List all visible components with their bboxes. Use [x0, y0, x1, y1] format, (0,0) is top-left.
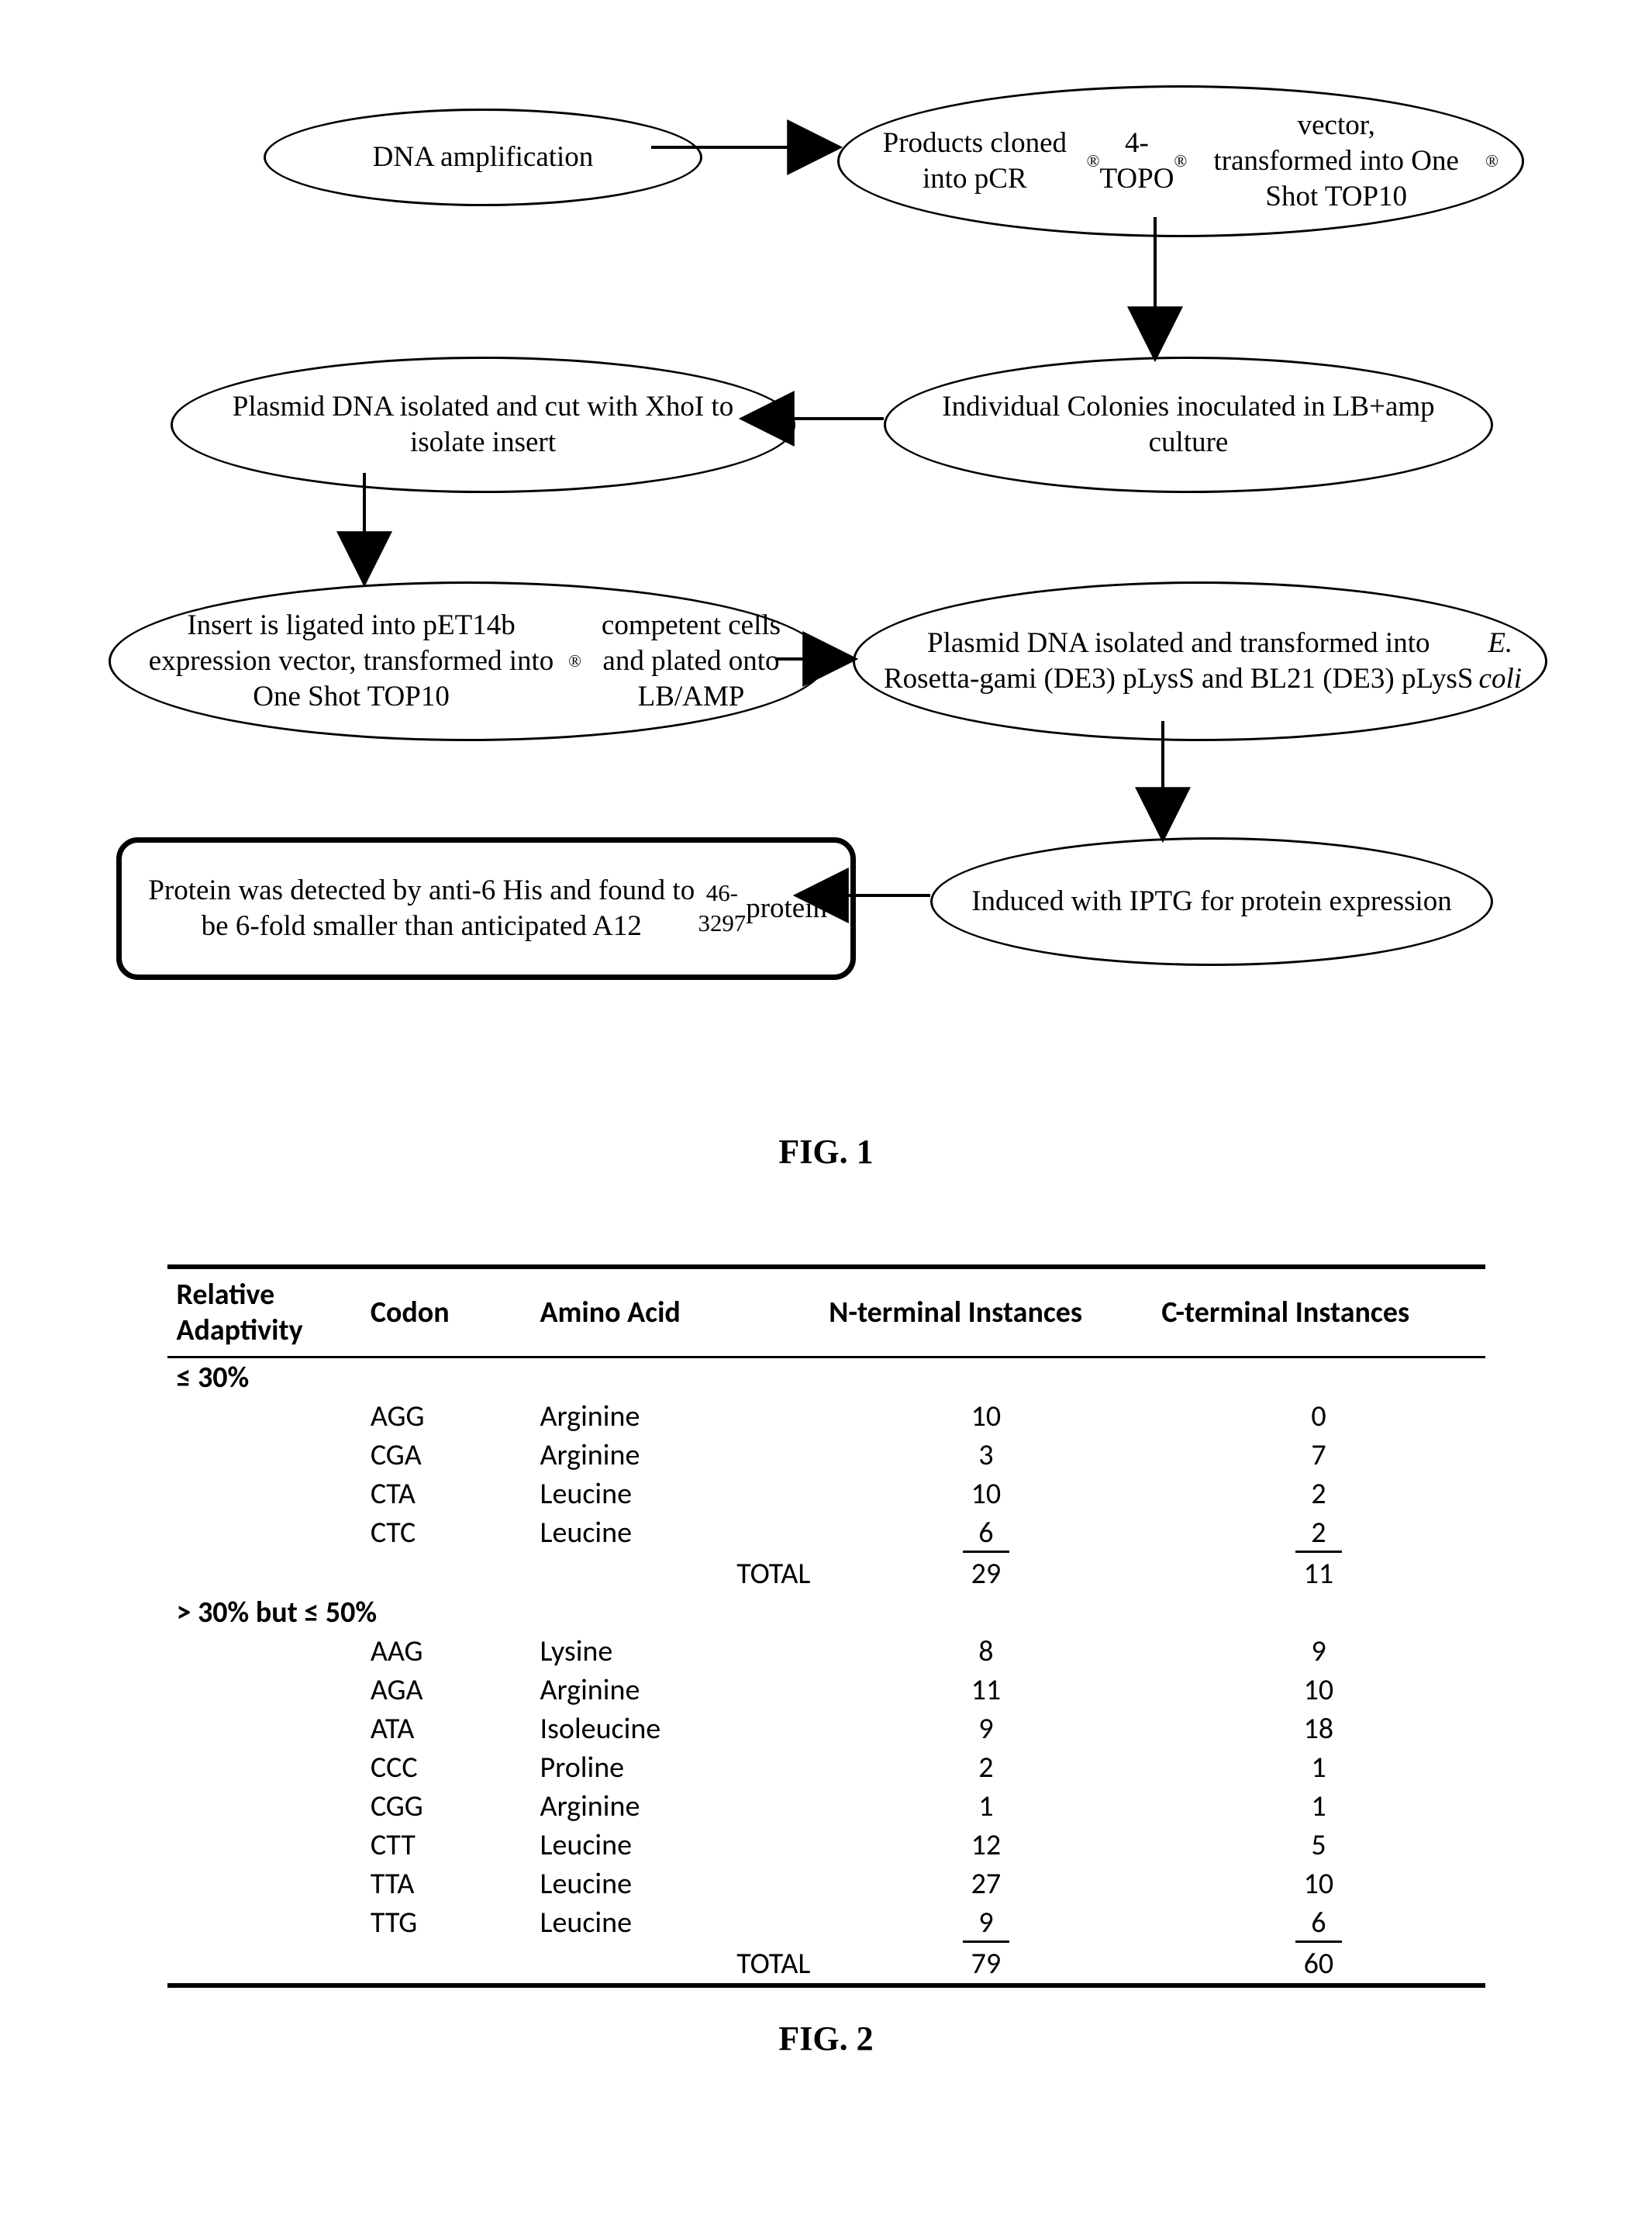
total-row: TOTAL7960 [167, 1944, 1485, 1985]
flow-node-n1: DNA amplification [264, 109, 702, 206]
table-row: TTALeucine2710 [167, 1865, 1485, 1903]
header-adaptivity: Relative Adaptivity [167, 1267, 361, 1357]
table-row: CTALeucine102 [167, 1475, 1485, 1513]
table-row: CGGArginine11 [167, 1787, 1485, 1826]
codon-usage-table: Relative Adaptivity Codon Amino Acid N-t… [167, 1264, 1485, 1988]
table-row: CTTLeucine125 [167, 1826, 1485, 1865]
total-row: TOTAL2911 [167, 1554, 1485, 1593]
figure2-caption: FIG. 2 [31, 2019, 1621, 2058]
flow-node-n6: Plasmid DNA isolated and transformed int… [853, 581, 1547, 741]
flow-node-n5: Insert is ligated into pET14b expression… [109, 581, 826, 741]
table-row: AAGLysine89 [167, 1632, 1485, 1671]
table-row: AGAArginine1110 [167, 1671, 1485, 1709]
table-row: TTGLeucine96 [167, 1903, 1485, 1944]
flowchart-fig1: DNA amplificationProducts cloned into pC… [31, 109, 1621, 1101]
figure1-caption: FIG. 1 [31, 1132, 1621, 1171]
table-row: CGAArginine37 [167, 1436, 1485, 1475]
header-amino: Amino Acid [530, 1267, 819, 1357]
table-row: AGGArginine100 [167, 1397, 1485, 1436]
table-row: CCCProline21 [167, 1748, 1485, 1787]
header-n-terminal: N-terminal Instances [819, 1267, 1152, 1357]
header-c-terminal: C-terminal Instances [1152, 1267, 1485, 1357]
section-label: > 30% but ≤ 50% [167, 1593, 1485, 1632]
table-row: ATAIsoleucine918 [167, 1709, 1485, 1748]
flow-node-n8: Protein was detected by anti-6 His and f… [116, 837, 856, 980]
flow-node-n2: Products cloned into pCR®4-TOPO® vector,… [837, 85, 1524, 237]
flow-node-n4: Plasmid DNA isolated and cut with XhoI t… [171, 357, 795, 493]
flow-node-n3: Individual Colonies inoculated in LB+amp… [884, 357, 1493, 493]
flow-node-n7: Induced with IPTG for protein expression [930, 837, 1493, 966]
header-codon: Codon [361, 1267, 531, 1357]
section-label: ≤ 30% [167, 1357, 1485, 1398]
table-row: CTCLeucine62 [167, 1513, 1485, 1554]
